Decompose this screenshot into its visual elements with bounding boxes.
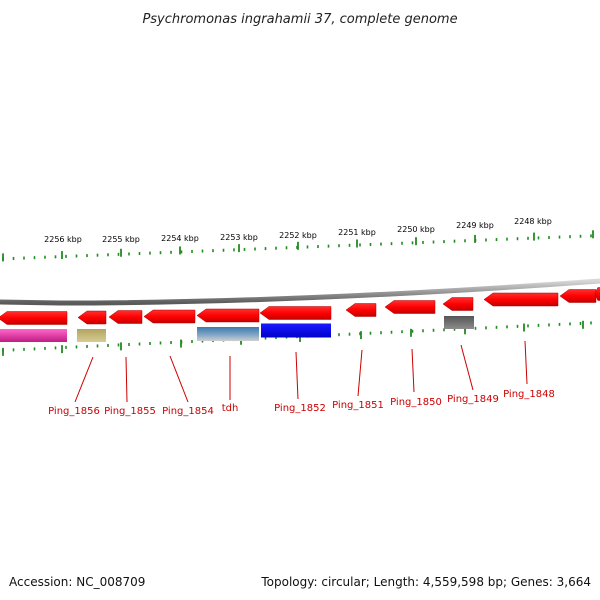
gene-label-leader	[169, 355, 189, 403]
gene-arrow	[143, 309, 196, 324]
gene-arrow	[559, 289, 597, 303]
gene-label-leader	[295, 351, 299, 400]
accession-text: Accession: NC_008709	[9, 575, 145, 589]
gene-label-ping-1848[interactable]: Ping_1848	[503, 389, 555, 400]
protein-feature-box	[0, 329, 67, 342]
gene-label-leader	[411, 348, 415, 393]
gene-label-ping-1850[interactable]: Ping_1850	[390, 397, 442, 408]
map-title: Psychromonas ingrahamii 37, complete gen…	[142, 12, 457, 27]
gene-arrow	[442, 297, 474, 311]
gene-arrow	[0, 311, 68, 325]
gene-label-ping-1854[interactable]: Ping_1854	[162, 406, 214, 417]
protein-feature-box	[77, 329, 106, 342]
gene-label-leader	[357, 349, 363, 397]
kbp-label: 2252 kbp	[279, 231, 317, 240]
gene-arrow	[196, 308, 260, 323]
gene-arrow-track	[0, 287, 600, 325]
gene-arrow	[345, 303, 377, 317]
protein-feature-box	[444, 316, 474, 329]
gene-arrow	[259, 306, 332, 320]
gene-arrow	[108, 310, 143, 324]
outer-tick-track	[2, 230, 594, 262]
genome-summary-text: Topology: circular; Length: 4,559,598 bp…	[260, 575, 591, 589]
gene-label-ping-1852[interactable]: Ping_1852	[274, 403, 326, 414]
gene-label-ping-1849[interactable]: Ping_1849	[447, 394, 499, 405]
feature-track	[0, 316, 474, 342]
gene-label-group: Ping_1856 Ping_1855 Ping_1854 tdh Ping_1852 P…	[48, 340, 555, 417]
kbp-label: 2250 kbp	[397, 225, 435, 234]
kbp-label: 2253 kbp	[220, 233, 258, 242]
kbp-label: 2249 kbp	[456, 221, 494, 230]
gene-arrow	[483, 292, 559, 307]
inner-tick-track	[2, 320, 592, 356]
backbone-ring	[0, 278, 600, 306]
gene-label-leader	[524, 340, 528, 385]
kbp-label: 2255 kbp	[102, 235, 140, 244]
protein-feature-box	[261, 323, 331, 338]
protein-feature-box	[197, 327, 259, 341]
gene-label-ping-1851[interactable]: Ping_1851	[332, 400, 384, 411]
kbp-label: 2256 kbp	[44, 235, 82, 244]
gene-arrow	[384, 300, 436, 314]
gene-label-leader	[460, 344, 474, 391]
kbp-scale-labels: 2256 kbp 2255 kbp 2254 kbp 2253 kbp 2252 kbp…	[44, 217, 552, 244]
gene-label-ping-1856[interactable]: Ping_1856	[48, 406, 100, 417]
kbp-label: 2248 kbp	[514, 217, 552, 226]
gene-label-tdh[interactable]: tdh	[222, 403, 239, 414]
gene-arrow	[594, 287, 600, 301]
gene-label-ping-1855[interactable]: Ping_1855	[104, 406, 156, 417]
gene-label-leader	[74, 356, 94, 403]
kbp-label: 2254 kbp	[161, 234, 199, 243]
gene-arrow	[77, 310, 107, 325]
kbp-label: 2251 kbp	[338, 228, 376, 237]
gene-label-leader	[125, 356, 128, 403]
